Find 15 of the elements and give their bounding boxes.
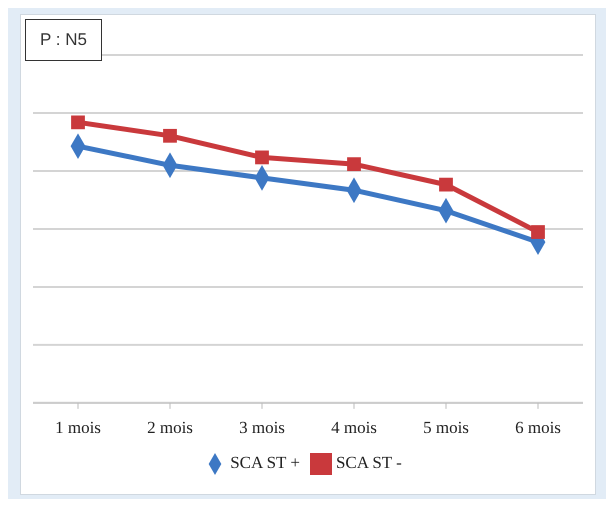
point bbox=[439, 178, 453, 192]
x-tick-label: 5 mois bbox=[423, 418, 469, 437]
point bbox=[531, 225, 545, 239]
chart-title: P : N5 bbox=[25, 19, 102, 61]
point bbox=[71, 115, 85, 130]
x-tick-label: 4 mois bbox=[331, 418, 377, 437]
x-tick-label: 2 mois bbox=[147, 418, 193, 437]
point bbox=[255, 150, 269, 164]
x-tick-label: 1 mois bbox=[55, 418, 101, 437]
legend-label: SCA ST + bbox=[230, 452, 300, 472]
x-tick-label: 3 mois bbox=[239, 418, 285, 437]
x-tick-label: 6 mois bbox=[515, 418, 561, 437]
point bbox=[347, 157, 361, 172]
point bbox=[163, 128, 177, 143]
legend-label: SCA ST - bbox=[336, 452, 402, 472]
